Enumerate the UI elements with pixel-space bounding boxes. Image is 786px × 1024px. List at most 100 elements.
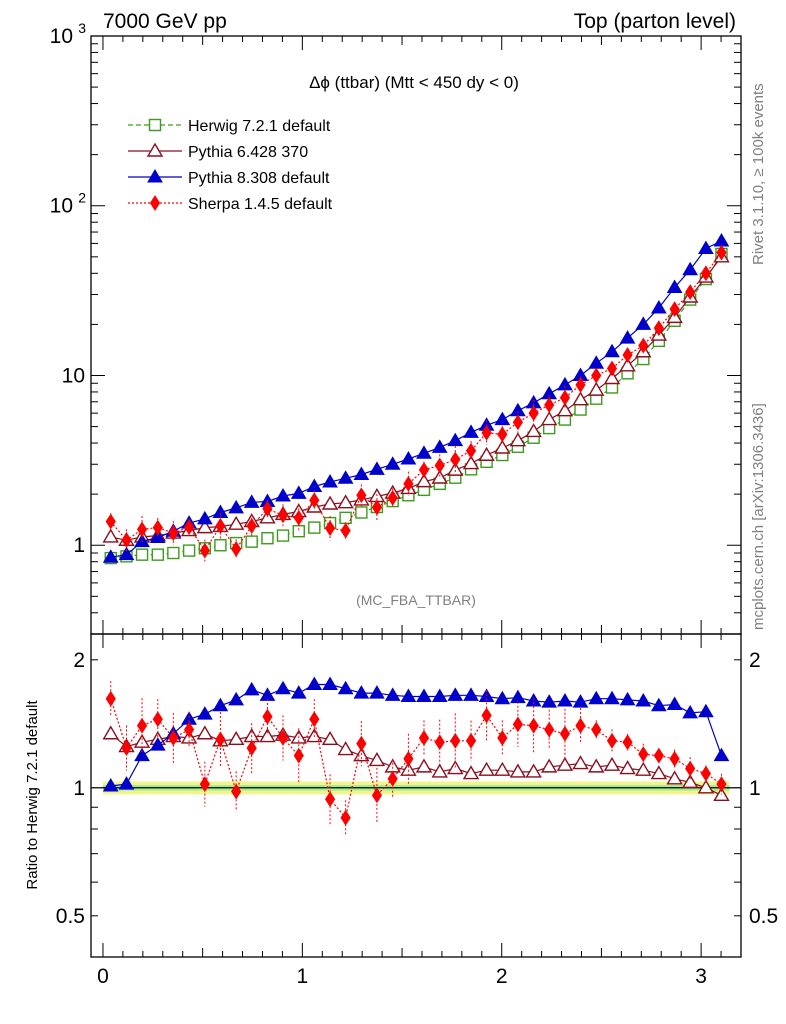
data-point: [387, 770, 398, 787]
data-point: [118, 776, 135, 790]
rivet-label: Rivet 3.1.10, ≥ 100k events: [750, 83, 767, 265]
x-tick-label: 2: [496, 965, 508, 988]
data-point: [494, 761, 511, 776]
legend-label: Sherpa 1.4.5 default: [188, 196, 333, 213]
mcplots-label: mcplots.cern.ch [arXiv:1306.3436]: [750, 403, 767, 630]
x-tick-label: 0: [97, 965, 109, 988]
data-point: [290, 685, 307, 699]
data-point: [713, 747, 730, 762]
data-point: [650, 299, 667, 314]
data-point: [293, 509, 304, 526]
legend-label: Pythia 8.308 default: [188, 170, 330, 187]
data-point: [462, 455, 480, 470]
data-point: [462, 765, 480, 780]
chart-title: Δϕ (ttbar) (Mtt < 450 dy < 0): [309, 73, 519, 92]
data-point: [591, 721, 602, 738]
data-point: [403, 475, 414, 492]
data-point: [544, 721, 555, 738]
data-point: [356, 487, 367, 504]
data-point: [136, 717, 148, 734]
data-point: [635, 761, 652, 776]
data-point: [152, 519, 163, 536]
data-point: [290, 485, 307, 499]
data-point: [306, 676, 323, 690]
data-point: [227, 730, 245, 746]
data-point: [353, 685, 370, 699]
data-point: [262, 708, 273, 725]
data-point: [604, 343, 620, 358]
data-point: [450, 451, 461, 468]
data-point: [369, 461, 385, 475]
data-point: [650, 697, 667, 712]
data-point: [700, 765, 712, 782]
data-point: [574, 403, 587, 416]
y-tick-label: 2: [73, 649, 85, 672]
y-tick-label: 1: [73, 777, 85, 800]
data-point: [276, 529, 290, 542]
data-point: [559, 725, 571, 742]
data-point: [259, 687, 276, 701]
data-point: [387, 490, 398, 506]
data-point: [339, 511, 352, 525]
data-point: [635, 693, 652, 707]
plot-frame: [90, 633, 742, 958]
data-point: [434, 734, 445, 751]
data-point: [293, 747, 304, 764]
x-tick-label: 3: [695, 965, 707, 988]
data-point: [243, 681, 260, 696]
data-point: [559, 389, 571, 406]
data-point: [246, 740, 257, 757]
data-point: [713, 232, 730, 247]
data-point: [622, 734, 633, 751]
legend: Herwig 7.2.1 default Pythia 6.428 370 Pyth…: [128, 118, 333, 213]
data-point: [340, 809, 351, 826]
data-point: [259, 728, 276, 743]
data-point: [369, 685, 385, 699]
data-point: [575, 717, 586, 734]
data-point: [337, 470, 354, 484]
header-right: Top (parton level): [574, 10, 736, 33]
data-point: [619, 330, 636, 344]
data-point: [275, 680, 291, 695]
data-point: [512, 716, 523, 733]
data-point: [324, 791, 336, 808]
data-point: [246, 517, 257, 534]
main-panel: 1 10 10 2 10 3 Δϕ (ttbar) (Mtt < 450 dy < 0) (M…: [50, 20, 742, 635]
data-point: [716, 244, 727, 261]
data-point: [149, 737, 166, 751]
data-point: [308, 521, 321, 534]
x-tick-label: 1: [297, 965, 309, 988]
y-tick-label-right: 2: [749, 649, 761, 672]
data-point: [275, 488, 291, 502]
data-point: [400, 451, 417, 465]
data-point: [635, 316, 652, 330]
data-point: [121, 532, 132, 549]
data-point: [371, 787, 383, 804]
data-point: [384, 758, 401, 773]
header-left: 7000 GeV pp: [103, 10, 227, 33]
data-point: [450, 732, 461, 749]
legend-entry-pythia-8-308-default: Pythia 8.308 default: [128, 169, 330, 187]
data-point: [697, 779, 715, 794]
data-point: [666, 696, 683, 711]
data-point: [669, 750, 680, 767]
data-point: [572, 694, 589, 708]
data-point: [434, 457, 445, 474]
data-point: [497, 730, 508, 746]
data-point: [102, 725, 119, 740]
legend-marker: [146, 142, 164, 157]
data-point: [403, 750, 414, 767]
data-point: [682, 704, 699, 719]
data-point: [556, 756, 574, 771]
data-point: [121, 740, 132, 757]
y-axis: 0.5 0.5 1 1 2 2: [56, 649, 778, 958]
data-point: [544, 397, 555, 413]
data-point: [619, 760, 636, 775]
x-axis: 0 1 2 3: [97, 634, 722, 988]
data-point: [231, 783, 242, 800]
legend-label: Pythia 6.428 370: [188, 144, 308, 161]
y-tick-label: 10: [50, 25, 73, 48]
data-point: [619, 691, 636, 706]
y-tick-label-right: 0.5: [749, 905, 778, 928]
data-point: [292, 524, 305, 538]
